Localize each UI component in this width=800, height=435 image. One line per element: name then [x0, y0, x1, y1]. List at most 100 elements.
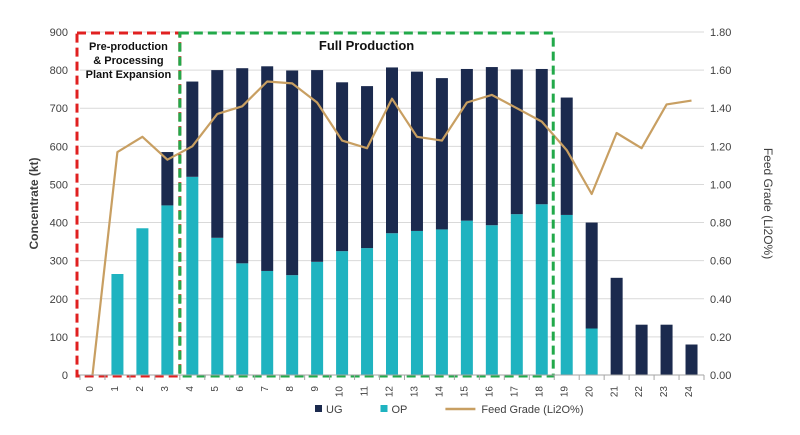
bar-op: [535, 204, 548, 375]
bar-op: [585, 328, 598, 375]
y2-tick-label: 1.40: [710, 103, 731, 115]
bar-op: [485, 225, 498, 375]
bar-ug: [161, 152, 174, 206]
x-tick-label: 14: [435, 386, 446, 398]
bar-ug: [361, 86, 374, 249]
bar-op: [460, 220, 473, 375]
y2-tick-label: 1.20: [710, 141, 731, 153]
y-tick-label: 400: [50, 218, 68, 230]
bar-op: [211, 237, 224, 375]
bar-ug: [336, 82, 349, 252]
legend-label: OP: [392, 404, 408, 416]
y-tick-label: 0: [62, 370, 68, 382]
bar-op: [410, 230, 423, 375]
bar-op: [435, 229, 448, 375]
y-tick-label: 300: [50, 256, 68, 268]
bar-op: [336, 251, 349, 375]
axis-layer: 01002003004005006007008009000.000.200.40…: [27, 27, 775, 397]
bar-op: [311, 261, 324, 375]
x-tick-label: 2: [135, 386, 146, 392]
y2-tick-label: 0.40: [710, 294, 731, 306]
x-tick-label: 6: [235, 386, 246, 392]
bar-ug: [286, 70, 299, 276]
x-tick-label: 16: [484, 386, 495, 398]
x-tick-label: 22: [634, 386, 645, 398]
bar-ug: [311, 70, 324, 262]
bar-op: [361, 248, 374, 375]
x-tick-label: 0: [85, 386, 96, 392]
bar-ug: [610, 277, 623, 375]
y2-tick-label: 0.80: [710, 218, 731, 230]
x-tick-label: 23: [659, 386, 670, 398]
bar-op: [111, 274, 124, 375]
bars-layer: [111, 66, 698, 375]
y-tick-label: 900: [50, 27, 68, 39]
legend-label: Feed Grade (Li2O%): [481, 404, 583, 416]
x-tick-label: 19: [559, 386, 570, 398]
legend-swatch: [380, 405, 388, 412]
x-tick-label: 11: [360, 386, 371, 397]
bar-ug: [261, 66, 274, 271]
legend-item: UG: [315, 404, 343, 416]
line-layer: [91, 80, 692, 376]
bar-op: [161, 205, 174, 375]
y-tick-label: 200: [50, 294, 68, 306]
fullproduction-box: [178, 31, 555, 378]
x-tick-label: 17: [509, 386, 520, 398]
bar-ug: [410, 71, 423, 231]
x-tick-label: 24: [684, 386, 695, 398]
preproduction-label-line: Plant Expansion: [86, 69, 172, 81]
y-tick-label: 500: [50, 179, 68, 191]
x-tick-label: 3: [160, 386, 171, 392]
bar-op: [136, 228, 149, 375]
x-tick-label: 9: [310, 386, 321, 392]
bar-op: [261, 270, 274, 375]
bar-op: [386, 233, 398, 375]
x-tick-label: 18: [534, 386, 545, 398]
x-tick-label: 7: [260, 386, 271, 392]
legend-item: OP: [380, 404, 408, 416]
x-tick-label: 13: [410, 386, 421, 398]
x-tick-label: 12: [385, 386, 396, 398]
y2-tick-label: 0.00: [710, 370, 731, 382]
y2-axis-title: Feed Grade (Li2O%): [761, 148, 775, 259]
y-tick-label: 800: [50, 65, 68, 77]
x-tick-label: 4: [185, 386, 196, 392]
y2-tick-label: 1.80: [710, 27, 731, 39]
bar-ug: [211, 70, 224, 238]
annotation-boxes: Pre-production & Processing Plant Expansio…: [75, 31, 555, 378]
x-tick-label: 8: [285, 386, 296, 392]
y-tick-label: 600: [50, 141, 68, 153]
y2-tick-label: 0.20: [710, 332, 731, 344]
legend-label: UG: [326, 404, 343, 416]
bar-op: [186, 176, 199, 375]
legend: UG OP Feed Grade (Li2O%): [315, 404, 584, 416]
y-tick-label: 700: [50, 103, 68, 115]
bar-ug: [635, 324, 648, 375]
bar-ug: [435, 78, 448, 230]
legend-item: Feed Grade (Li2O%): [445, 404, 584, 416]
bar-ug: [660, 324, 673, 375]
bar-op: [510, 214, 523, 375]
x-tick-label: 15: [460, 386, 471, 398]
x-tick-label: 5: [210, 386, 221, 392]
y2-tick-label: 1.00: [710, 179, 731, 191]
bar-ug: [386, 67, 398, 234]
feed-grade-line: [91, 80, 692, 376]
x-tick-label: 21: [609, 386, 620, 398]
y2-tick-label: 0.60: [710, 256, 731, 268]
bar-ug: [685, 344, 698, 375]
x-tick-label: 1: [110, 386, 121, 392]
y-tick-label: 100: [50, 332, 68, 344]
bar-ug: [460, 68, 473, 221]
x-tick-label: 20: [584, 386, 595, 398]
y-axis-title: Concentrate (kt): [27, 157, 41, 249]
bar-ug: [560, 97, 573, 215]
fullproduction-label: Full Production: [319, 38, 414, 53]
legend-swatch: [315, 405, 322, 412]
bar-ug: [535, 68, 548, 205]
bar-op: [560, 214, 573, 375]
bar-ug: [485, 67, 498, 226]
